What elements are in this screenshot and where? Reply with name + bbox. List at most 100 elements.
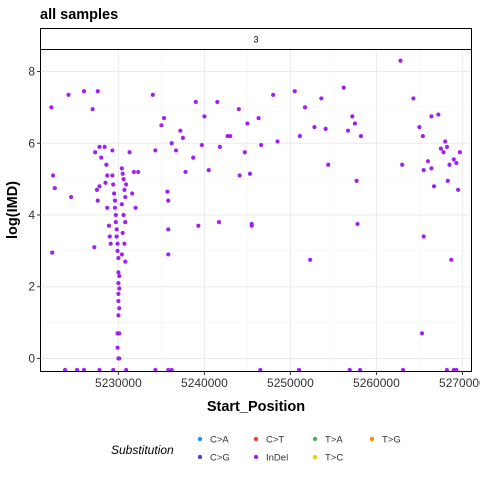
panel-border xyxy=(40,49,472,372)
data-point xyxy=(178,128,183,133)
data-point xyxy=(117,356,122,361)
x-tick-label: 5240000 xyxy=(181,376,228,390)
data-point xyxy=(429,114,434,119)
data-point xyxy=(441,150,446,155)
legend-label: T>G xyxy=(382,435,401,446)
data-point xyxy=(165,189,170,194)
data-point xyxy=(431,184,437,189)
x-tick-label: 5260000 xyxy=(353,376,400,390)
data-point xyxy=(400,162,405,167)
data-point xyxy=(341,85,346,90)
data-point xyxy=(122,187,127,192)
y-tick-label: 2 xyxy=(28,280,35,294)
data-point xyxy=(259,142,264,148)
data-points xyxy=(49,58,462,373)
data-point xyxy=(352,121,357,126)
data-point xyxy=(104,162,109,167)
data-point xyxy=(116,291,121,296)
data-point xyxy=(326,162,331,167)
data-point xyxy=(398,58,403,63)
data-point xyxy=(323,126,328,132)
data-point xyxy=(102,144,107,149)
data-point xyxy=(150,92,155,97)
data-point xyxy=(193,99,198,105)
legend-key xyxy=(197,436,203,442)
data-point xyxy=(49,105,54,110)
legend-key xyxy=(197,454,203,460)
y-axis: 0 2 4 6 8 xyxy=(28,65,41,365)
data-point xyxy=(133,205,138,210)
data-point xyxy=(355,221,360,227)
legend-label: C>G xyxy=(210,453,230,464)
data-point xyxy=(429,166,434,171)
y-axis-title: log(IMD) xyxy=(5,181,21,239)
data-point xyxy=(90,107,95,112)
data-point xyxy=(120,230,125,236)
data-point xyxy=(112,198,118,203)
data-point xyxy=(123,194,128,200)
grid xyxy=(41,50,471,371)
data-point xyxy=(94,187,99,192)
data-point xyxy=(106,223,112,228)
data-point xyxy=(166,252,171,257)
data-point xyxy=(115,345,120,350)
data-point xyxy=(108,241,113,246)
data-point xyxy=(228,133,233,139)
data-point xyxy=(116,281,121,286)
data-point xyxy=(419,331,425,336)
data-point xyxy=(105,205,110,210)
data-point xyxy=(127,150,132,155)
data-point xyxy=(275,139,280,144)
data-point xyxy=(447,162,452,167)
data-point xyxy=(247,171,253,176)
data-point xyxy=(117,331,122,336)
data-point xyxy=(420,133,425,139)
data-point xyxy=(166,227,171,232)
data-point xyxy=(249,223,254,228)
data-point xyxy=(217,144,222,149)
y-tick-label: 0 xyxy=(28,351,35,365)
x-tick-label: 5250000 xyxy=(267,376,314,390)
data-point xyxy=(215,99,220,105)
legend-label: T>C xyxy=(325,453,343,464)
legend-label: C>A xyxy=(210,435,229,446)
data-point xyxy=(115,248,120,253)
data-point xyxy=(66,92,71,97)
data-point xyxy=(308,257,313,262)
data-point xyxy=(81,89,87,94)
data-point xyxy=(436,112,441,117)
data-point xyxy=(105,173,110,178)
legend-label: C>T xyxy=(266,435,284,446)
data-point xyxy=(425,159,431,164)
data-point xyxy=(237,173,242,178)
data-point xyxy=(159,123,164,128)
legend-label: InDel xyxy=(266,453,288,464)
data-point xyxy=(115,241,120,246)
legend-title: Substitution xyxy=(111,443,174,457)
data-point xyxy=(113,220,118,225)
data-point xyxy=(456,187,461,192)
data-point xyxy=(449,257,454,262)
legend-key xyxy=(312,454,318,460)
data-point xyxy=(117,286,122,291)
data-point xyxy=(438,146,443,151)
chart-title: all samples xyxy=(40,7,118,23)
data-point xyxy=(121,177,126,182)
data-point xyxy=(451,157,456,162)
data-point xyxy=(110,173,115,178)
legend-key xyxy=(253,436,259,442)
data-point xyxy=(302,105,308,110)
data-point xyxy=(173,148,179,153)
data-point xyxy=(444,144,450,149)
data-point xyxy=(131,169,136,175)
data-point xyxy=(117,306,122,311)
data-point xyxy=(350,114,355,119)
legend-key xyxy=(369,436,375,442)
legend: Substitution C>A C>G C>T InDel T>A T>C T>G xyxy=(111,435,401,464)
data-point xyxy=(110,148,115,153)
data-point xyxy=(417,125,422,130)
data-point xyxy=(114,227,119,232)
data-point xyxy=(183,169,188,175)
data-point xyxy=(421,234,426,239)
